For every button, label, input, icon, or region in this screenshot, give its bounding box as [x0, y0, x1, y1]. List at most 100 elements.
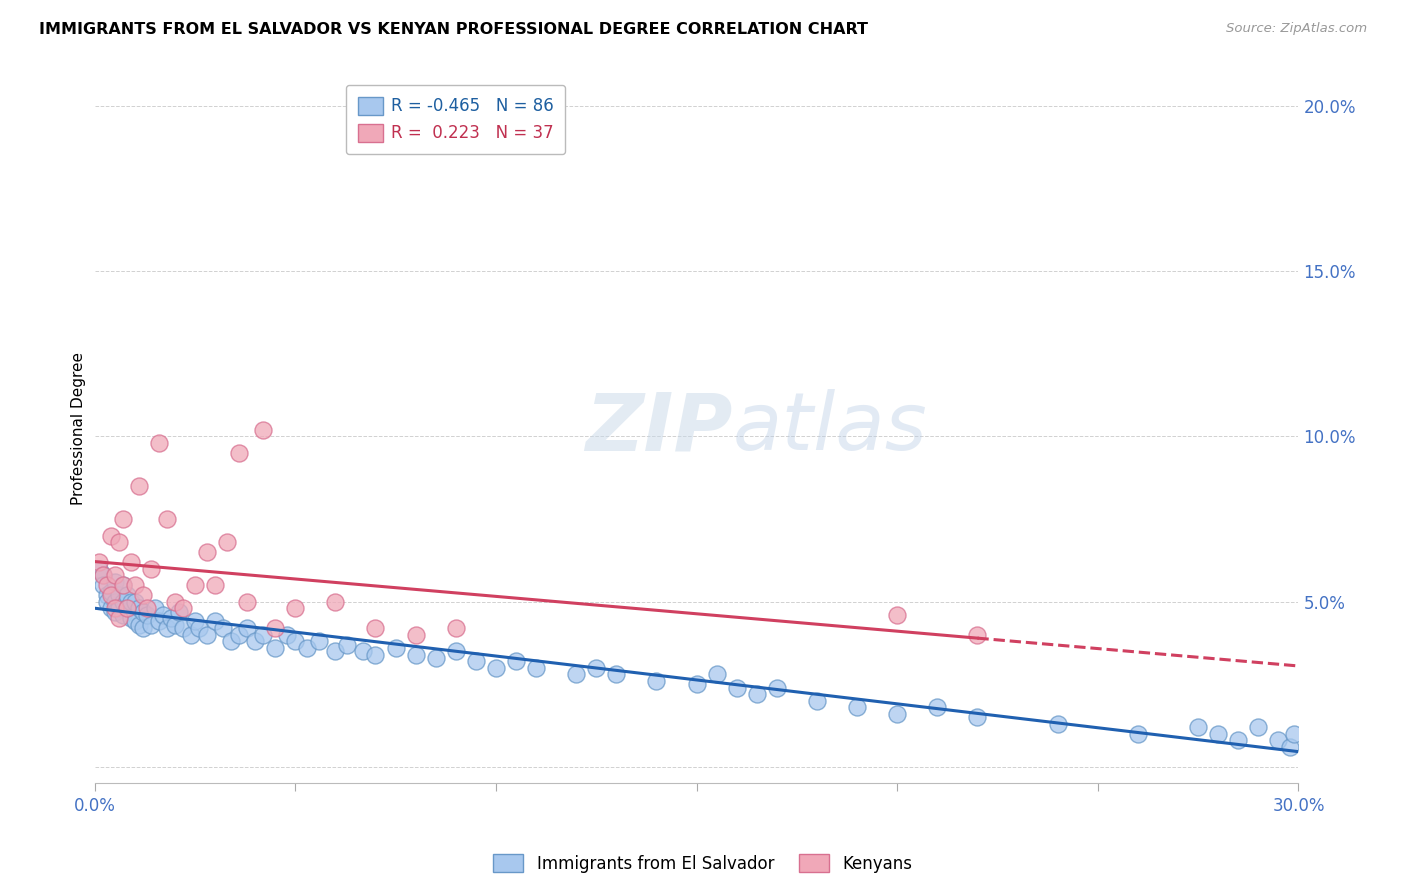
Point — [886, 607, 908, 622]
Point — [87, 555, 110, 569]
Point — [96, 594, 118, 608]
Point — [966, 710, 988, 724]
Point — [352, 644, 374, 658]
Point — [115, 601, 138, 615]
Point — [444, 644, 467, 658]
Point — [308, 634, 330, 648]
Point — [104, 601, 127, 615]
Point — [364, 648, 387, 662]
Point — [115, 588, 138, 602]
Point — [148, 615, 170, 629]
Text: atlas: atlas — [733, 389, 928, 467]
Point — [111, 578, 134, 592]
Point — [204, 615, 226, 629]
Point — [1206, 727, 1229, 741]
Point — [139, 561, 162, 575]
Point — [111, 578, 134, 592]
Point — [111, 607, 134, 622]
Point — [284, 601, 307, 615]
Point — [806, 694, 828, 708]
Point — [128, 601, 150, 615]
Point — [172, 601, 194, 615]
Point — [195, 628, 218, 642]
Point — [212, 621, 235, 635]
Point — [91, 568, 114, 582]
Point — [156, 621, 179, 635]
Point — [87, 561, 110, 575]
Point — [927, 700, 949, 714]
Point — [1267, 733, 1289, 747]
Point — [252, 628, 274, 642]
Point — [180, 628, 202, 642]
Point — [725, 681, 748, 695]
Point — [765, 681, 787, 695]
Point — [524, 661, 547, 675]
Point — [264, 640, 287, 655]
Point — [336, 638, 359, 652]
Point — [115, 601, 138, 615]
Point — [152, 607, 174, 622]
Point — [1046, 717, 1069, 731]
Point — [228, 446, 250, 460]
Point — [187, 621, 209, 635]
Text: Source: ZipAtlas.com: Source: ZipAtlas.com — [1226, 22, 1367, 36]
Point — [425, 650, 447, 665]
Point — [107, 611, 129, 625]
Point — [100, 601, 122, 615]
Point — [264, 621, 287, 635]
Point — [184, 615, 207, 629]
Point — [464, 654, 486, 668]
Point — [585, 661, 607, 675]
Point — [219, 634, 242, 648]
Point — [364, 621, 387, 635]
Point — [143, 601, 166, 615]
Point — [163, 594, 186, 608]
Point — [276, 628, 298, 642]
Point — [485, 661, 508, 675]
Point — [886, 706, 908, 721]
Point — [124, 578, 146, 592]
Point — [111, 512, 134, 526]
Point — [124, 594, 146, 608]
Point — [128, 479, 150, 493]
Point — [1126, 727, 1149, 741]
Point — [120, 594, 142, 608]
Point — [325, 644, 347, 658]
Point — [107, 535, 129, 549]
Point — [96, 588, 118, 602]
Point — [100, 528, 122, 542]
Point — [565, 667, 588, 681]
Point — [236, 621, 259, 635]
Point — [685, 677, 707, 691]
Point — [132, 621, 155, 635]
Point — [384, 640, 406, 655]
Point — [405, 648, 427, 662]
Point — [236, 594, 259, 608]
Point — [204, 578, 226, 592]
Point — [156, 512, 179, 526]
Point — [297, 640, 319, 655]
Point — [167, 605, 190, 619]
Point — [135, 601, 157, 615]
Point — [104, 594, 127, 608]
Point — [184, 578, 207, 592]
Point — [111, 594, 134, 608]
Point — [132, 588, 155, 602]
Point — [104, 574, 127, 589]
Point — [100, 584, 122, 599]
Point — [124, 615, 146, 629]
Point — [100, 588, 122, 602]
Point — [405, 628, 427, 642]
Point — [1187, 720, 1209, 734]
Point — [605, 667, 627, 681]
Text: ZIP: ZIP — [585, 389, 733, 467]
Point — [91, 568, 114, 582]
Point — [104, 568, 127, 582]
Point — [148, 436, 170, 450]
Point — [139, 617, 162, 632]
Y-axis label: Professional Degree: Professional Degree — [72, 351, 86, 505]
Point — [215, 535, 238, 549]
Point — [745, 687, 768, 701]
Point — [107, 601, 129, 615]
Point — [96, 578, 118, 592]
